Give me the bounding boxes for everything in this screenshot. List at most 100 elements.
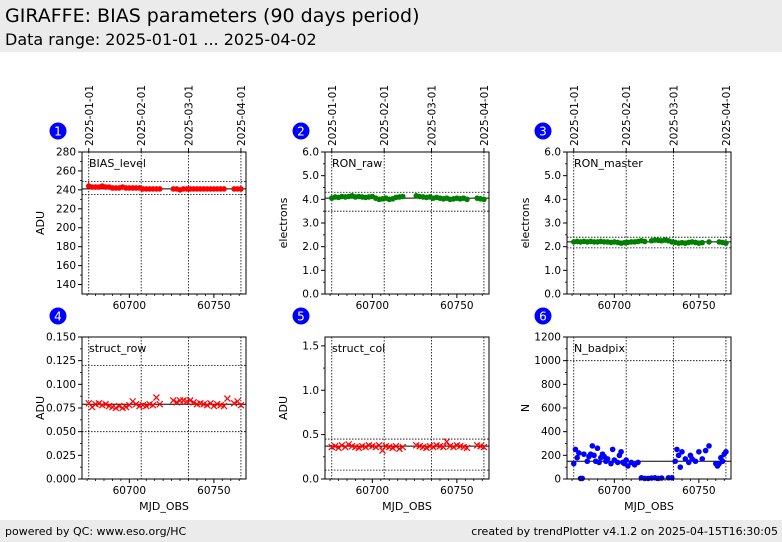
data-point — [696, 448, 702, 455]
data-point — [699, 239, 706, 246]
data-point — [658, 475, 665, 481]
data-point — [450, 443, 457, 451]
data-point — [345, 440, 353, 448]
page-title: GIRAFFE: BIAS parameters (90 days period… — [5, 5, 420, 27]
panel-number-badge — [49, 307, 67, 325]
report-header: GIRAFFE: BIAS parameters (90 days period… — [0, 0, 782, 52]
data-point — [156, 186, 163, 192]
data-point — [169, 397, 177, 404]
data-point — [156, 400, 164, 408]
report-footer: powered by QC: www.eso.org/HC created by… — [0, 520, 782, 542]
panel-number: 3 — [539, 125, 547, 139]
data-point — [570, 460, 577, 467]
data-point — [230, 399, 238, 407]
data-point — [152, 394, 160, 402]
data-point — [682, 456, 689, 462]
y-tick-label: 3.0 — [544, 218, 561, 230]
data-point — [692, 458, 699, 465]
panel-label: struct_col — [332, 342, 385, 355]
plot-frame — [324, 336, 490, 480]
data-point — [604, 456, 611, 462]
plot-frame — [324, 151, 490, 295]
data-point — [677, 464, 684, 470]
data-point — [115, 402, 123, 410]
data-point — [674, 446, 680, 453]
plot-frame — [566, 336, 732, 480]
data-point — [220, 402, 228, 410]
date-tick-label: 2025-04-01 — [721, 85, 733, 146]
data-point — [572, 446, 579, 453]
y-tick-label: 0 — [554, 474, 561, 486]
panel-number-badge — [292, 122, 310, 140]
data-point — [614, 459, 621, 466]
footer-timestamp: created by trendPlotter v4.1.2 on 2025-0… — [471, 525, 778, 538]
y-axis-label: ADU — [34, 211, 47, 235]
y-tick-label: 1.0 — [302, 385, 319, 397]
data-point — [331, 442, 339, 450]
chart-panel-3: 0.0 1.0 2.0 3.0 4.0 5.0 6.0 60700 60750 electrons… — [519, 85, 733, 312]
data-point — [463, 444, 471, 452]
chart-panel-6: 0 200 400 600 800 1000 1200 60700 60750 N MJD_OBS N… — [519, 307, 732, 513]
y-tick-label: 0.100 — [46, 379, 76, 391]
data-point — [399, 443, 407, 451]
data-point — [706, 239, 712, 245]
data-point — [699, 456, 706, 462]
date-range: Data range: 2025-01-01 ... 2025-04-02 — [5, 30, 317, 49]
plot-frame — [566, 151, 732, 295]
y-tick-label: 1200 — [534, 332, 561, 344]
data-point — [429, 443, 437, 451]
y-tick-label: 0.0 — [302, 289, 319, 301]
data-point — [186, 397, 194, 404]
data-point — [423, 444, 430, 452]
data-point — [608, 460, 614, 467]
y-tick-label: 2.0 — [544, 241, 561, 253]
date-tick-label: 2025-03-01 — [669, 85, 681, 146]
data-point — [480, 443, 488, 451]
y-tick-label: 260 — [56, 165, 76, 177]
x-tick-label: 60750 — [682, 300, 715, 312]
panel-label: RON_master — [574, 157, 643, 170]
chart-panel-5: 0.0 0.5 1.0 1.5 60700 60750 ADU MJD_OBS struct_c… — [277, 307, 490, 513]
data-point — [338, 441, 346, 449]
y-tick-label: 200 — [56, 222, 76, 234]
data-point — [481, 196, 487, 203]
data-point — [723, 448, 729, 455]
data-point — [238, 186, 244, 192]
data-point — [591, 452, 597, 459]
data-point — [464, 196, 470, 203]
y-tick-label: 3.0 — [302, 218, 319, 230]
data-point — [237, 401, 245, 409]
data-point — [635, 459, 641, 466]
data-point — [142, 402, 150, 410]
x-axis-label: MJD_OBS — [139, 500, 189, 513]
panel-label: RON_raw — [332, 157, 382, 170]
data-point — [439, 443, 447, 451]
panel-number-badge — [534, 122, 552, 140]
chart-panel-2: 0.0 1.0 2.0 3.0 4.0 5.0 6.0 60700 60750 electrons… — [277, 85, 491, 312]
y-tick-label: 0.075 — [46, 403, 76, 415]
data-point — [596, 459, 602, 466]
panel-number: 5 — [297, 310, 305, 324]
data-point — [723, 240, 729, 246]
data-point — [609, 446, 616, 453]
y-axis-label: electrons — [277, 197, 290, 248]
panel-label: struct_row — [89, 342, 146, 355]
y-tick-label: 2.0 — [302, 241, 319, 253]
data-point — [395, 445, 403, 453]
date-tick-label: 2025-02-01 — [136, 85, 148, 146]
y-tick-label: 0.000 — [46, 474, 76, 486]
x-axis-label: MJD_OBS — [624, 500, 674, 513]
date-tick-label: 2025-02-01 — [379, 85, 391, 146]
x-tick-label: 60700 — [356, 300, 389, 312]
data-point — [399, 193, 406, 200]
data-point — [173, 398, 181, 406]
y-tick-label: 1000 — [534, 355, 561, 367]
data-point — [149, 401, 157, 409]
data-point — [702, 447, 709, 454]
data-point — [210, 402, 218, 410]
panel-number-badge — [534, 307, 552, 325]
x-tick-label: 60750 — [197, 485, 230, 497]
data-point — [672, 458, 679, 465]
footer-credit: powered by QC: www.eso.org/HC — [5, 525, 187, 538]
data-point — [223, 395, 231, 402]
